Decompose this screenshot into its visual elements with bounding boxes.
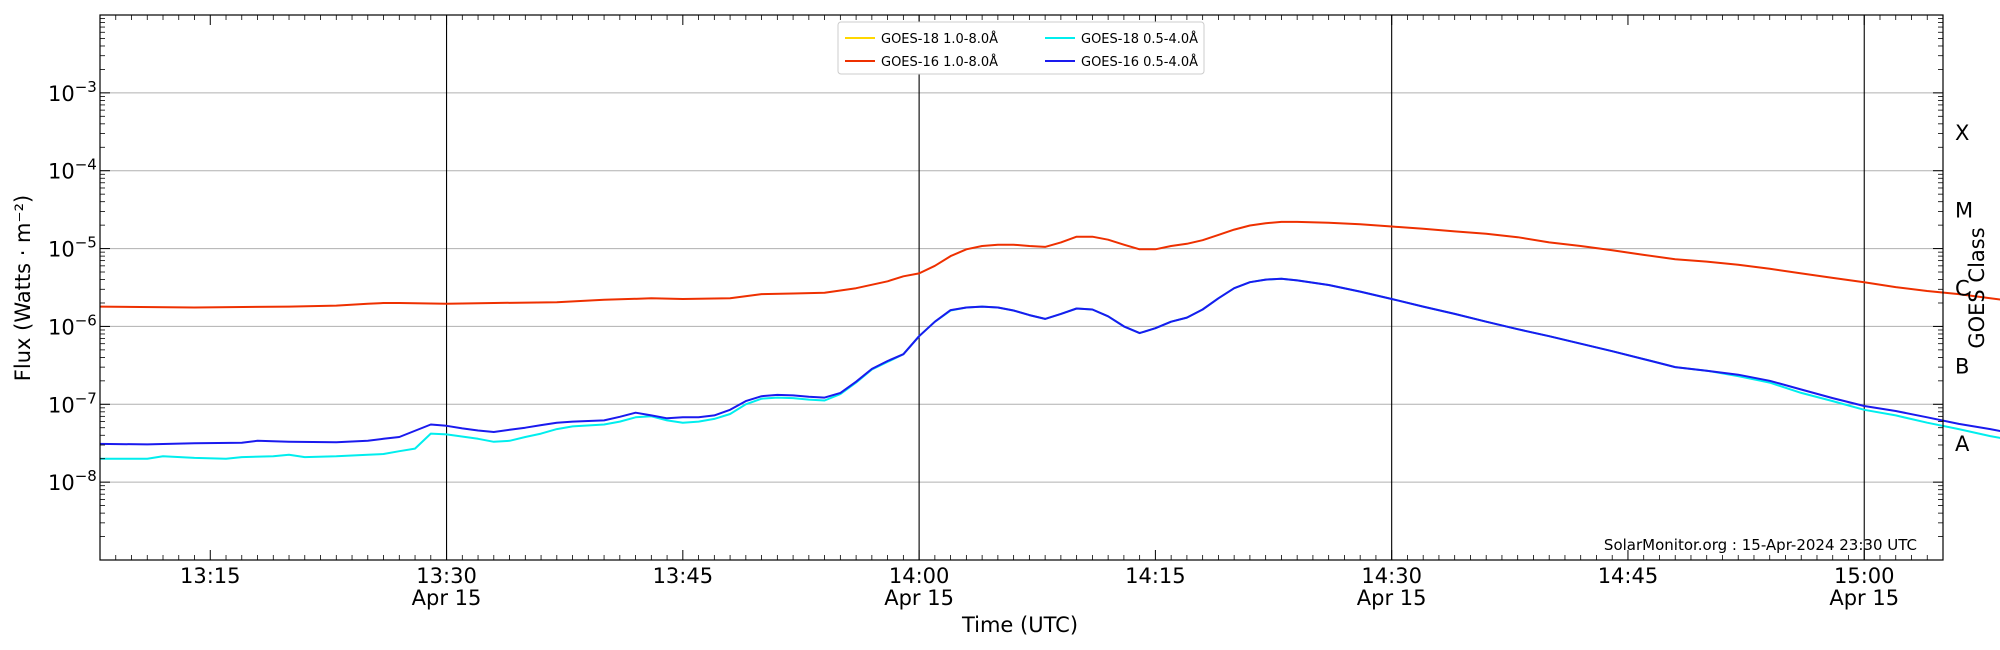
x-tick-label: 13:45 xyxy=(653,564,714,588)
x-tick-date-label: Apr 15 xyxy=(1357,586,1427,610)
x-tick-label: 15:00 xyxy=(1834,564,1895,588)
legend-box xyxy=(837,21,1205,75)
y-tick-label: 10−8 xyxy=(48,467,97,495)
goes-class-labels: A B C M X xyxy=(1955,121,1973,456)
legend-label-0: GOES-18 1.0-8.0Å xyxy=(881,31,998,47)
x-tick-label: 13:15 xyxy=(180,564,241,588)
y-axis-title: Flux (Watts · m⁻²) xyxy=(11,195,35,381)
legend-label-3: GOES-16 0.5-4.0Å xyxy=(1081,54,1198,70)
goes-class-m: M xyxy=(1955,199,1973,223)
goes-class-b: B xyxy=(1955,354,1969,378)
x-tick-date-label: Apr 15 xyxy=(884,586,954,610)
x-axis-title: Time (UTC) xyxy=(961,613,1078,637)
y-tick-label: 10−4 xyxy=(48,156,97,184)
legend-label-2: GOES-18 0.5-4.0Å xyxy=(1081,31,1198,47)
legend: GOES-18 1.0-8.0Å GOES-16 1.0-8.0Å GOES-18 … xyxy=(837,21,1205,75)
x-tick-label: 14:15 xyxy=(1125,564,1186,588)
y-tick-label: 10−5 xyxy=(48,234,97,262)
series-line-3 xyxy=(99,277,2000,446)
series-line-1 xyxy=(99,220,2000,309)
x-tick-label: 14:00 xyxy=(889,564,950,588)
x-tick-date-label: Apr 15 xyxy=(412,586,482,610)
goes-class-a: A xyxy=(1955,432,1970,456)
legend-label-1: GOES-16 1.0-8.0Å xyxy=(881,54,998,70)
x-tick-label: 14:30 xyxy=(1361,564,1422,588)
goes-class-c: C xyxy=(1955,277,1970,301)
goes-class-x: X xyxy=(1955,121,1969,145)
x-tick-label: 14:45 xyxy=(1598,564,1659,588)
y-axis-ticks: 10−8 10−7 10−6 10−5 10−4 10−3 xyxy=(48,18,1943,537)
y-tick-label: 10−3 xyxy=(48,78,97,106)
horizontal-gridlines xyxy=(100,92,1943,483)
x-tick-date-label: Apr 15 xyxy=(1829,586,1899,610)
goes-class-axis-title: GOES Class xyxy=(1965,227,1989,348)
y-tick-label: 10−6 xyxy=(48,311,97,339)
plot-frame xyxy=(99,14,1944,561)
source-watermark: SolarMonitor.org : 15-Apr-2024 23:30 UTC xyxy=(1604,536,1917,554)
flux-series xyxy=(99,220,2000,460)
x-tick-label: 13:30 xyxy=(416,564,477,588)
y-tick-label: 10−7 xyxy=(48,389,97,417)
date-separator-lines xyxy=(445,15,1865,560)
